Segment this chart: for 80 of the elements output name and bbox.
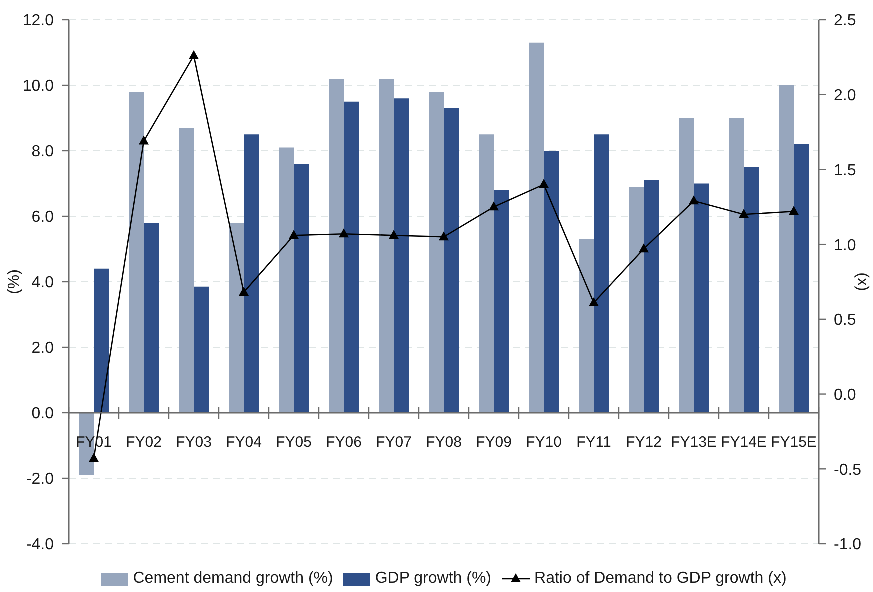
legend-label: Cement demand growth (%) — [133, 570, 334, 588]
point — [339, 228, 349, 238]
bar — [94, 268, 109, 413]
point — [589, 297, 599, 306]
y-tick-label: 8.0 — [32, 144, 54, 161]
x-tick-label: FY02 — [126, 434, 162, 451]
bar — [529, 42, 544, 413]
y2-tick-label: 2.5 — [834, 12, 856, 30]
point — [139, 136, 149, 145]
bar — [379, 78, 394, 413]
bar — [129, 92, 144, 413]
bar — [194, 286, 209, 413]
y2-tick-label: -1.0 — [834, 536, 862, 554]
x-tick-label: FY14E — [721, 434, 767, 451]
point — [789, 206, 799, 216]
point — [239, 286, 249, 296]
x-tick-label: FY09 — [476, 434, 512, 451]
point — [89, 453, 99, 462]
bar — [744, 167, 759, 413]
y-axis-title: (%) — [6, 270, 24, 294]
point — [489, 202, 499, 211]
bar — [679, 118, 694, 413]
point — [689, 196, 699, 205]
legend-label: Ratio of Demand to GDP growth (x) — [534, 570, 787, 588]
x-tick-label: FY12 — [626, 434, 662, 451]
y-tick-label: 2.0 — [32, 340, 54, 358]
bar — [779, 86, 794, 413]
bar — [694, 184, 709, 413]
bar — [444, 108, 459, 413]
x-tick-label: FY15E — [771, 434, 817, 451]
y-tick-label: -4.0 — [26, 536, 54, 554]
bar — [479, 134, 494, 413]
y-tick-label: 10.0 — [22, 78, 54, 96]
x-tick-label: FY13E — [671, 434, 717, 451]
x-tick-label: FY04 — [226, 434, 262, 451]
x-tick-label: FY08 — [426, 434, 462, 451]
x-tick-label: FY05 — [276, 434, 312, 451]
y-tick-label: -2.0 — [26, 471, 54, 488]
point — [389, 230, 399, 240]
x-tick-label: FY03 — [176, 434, 212, 451]
y-tick-label: 4.0 — [32, 274, 54, 292]
y2-tick-label: 2.0 — [834, 88, 856, 105]
bar — [594, 134, 609, 413]
y-tick-label: 0.0 — [32, 406, 54, 423]
bar — [244, 134, 259, 413]
legend-label: GDP growth (%) — [375, 570, 492, 588]
point — [639, 244, 649, 253]
y-tick-label: 12.0 — [22, 12, 54, 30]
bar — [229, 223, 244, 413]
bar — [729, 118, 744, 413]
bar — [329, 78, 344, 413]
y2-tick-label: 1.5 — [834, 162, 856, 180]
y2-tick-label: -0.5 — [834, 462, 862, 479]
bar — [544, 151, 559, 413]
y-tick-label: 6.0 — [32, 209, 54, 226]
y2-tick-label: 0.5 — [834, 312, 856, 330]
y2-axis-title: (x) — [854, 272, 871, 292]
x-tick-label: FY06 — [326, 434, 362, 451]
point — [189, 50, 199, 60]
point — [539, 179, 549, 188]
bar — [794, 144, 809, 413]
bar — [344, 102, 359, 413]
bar — [294, 164, 309, 413]
bar — [494, 190, 509, 413]
y2-tick-label: 1.0 — [834, 237, 856, 254]
point — [439, 232, 449, 241]
y2-tick-label: 0.0 — [834, 386, 856, 404]
bar — [644, 180, 659, 413]
bar — [279, 148, 294, 413]
point — [739, 209, 749, 218]
bar — [394, 98, 409, 413]
bar — [579, 239, 594, 413]
x-tick-label: FY11 — [576, 434, 612, 451]
point — [289, 230, 299, 240]
bar — [179, 128, 194, 413]
bar — [144, 223, 159, 413]
bar — [429, 92, 444, 413]
bar — [629, 187, 644, 413]
x-tick-label: FY07 — [376, 434, 412, 451]
x-tick-label: FY10 — [526, 434, 562, 451]
